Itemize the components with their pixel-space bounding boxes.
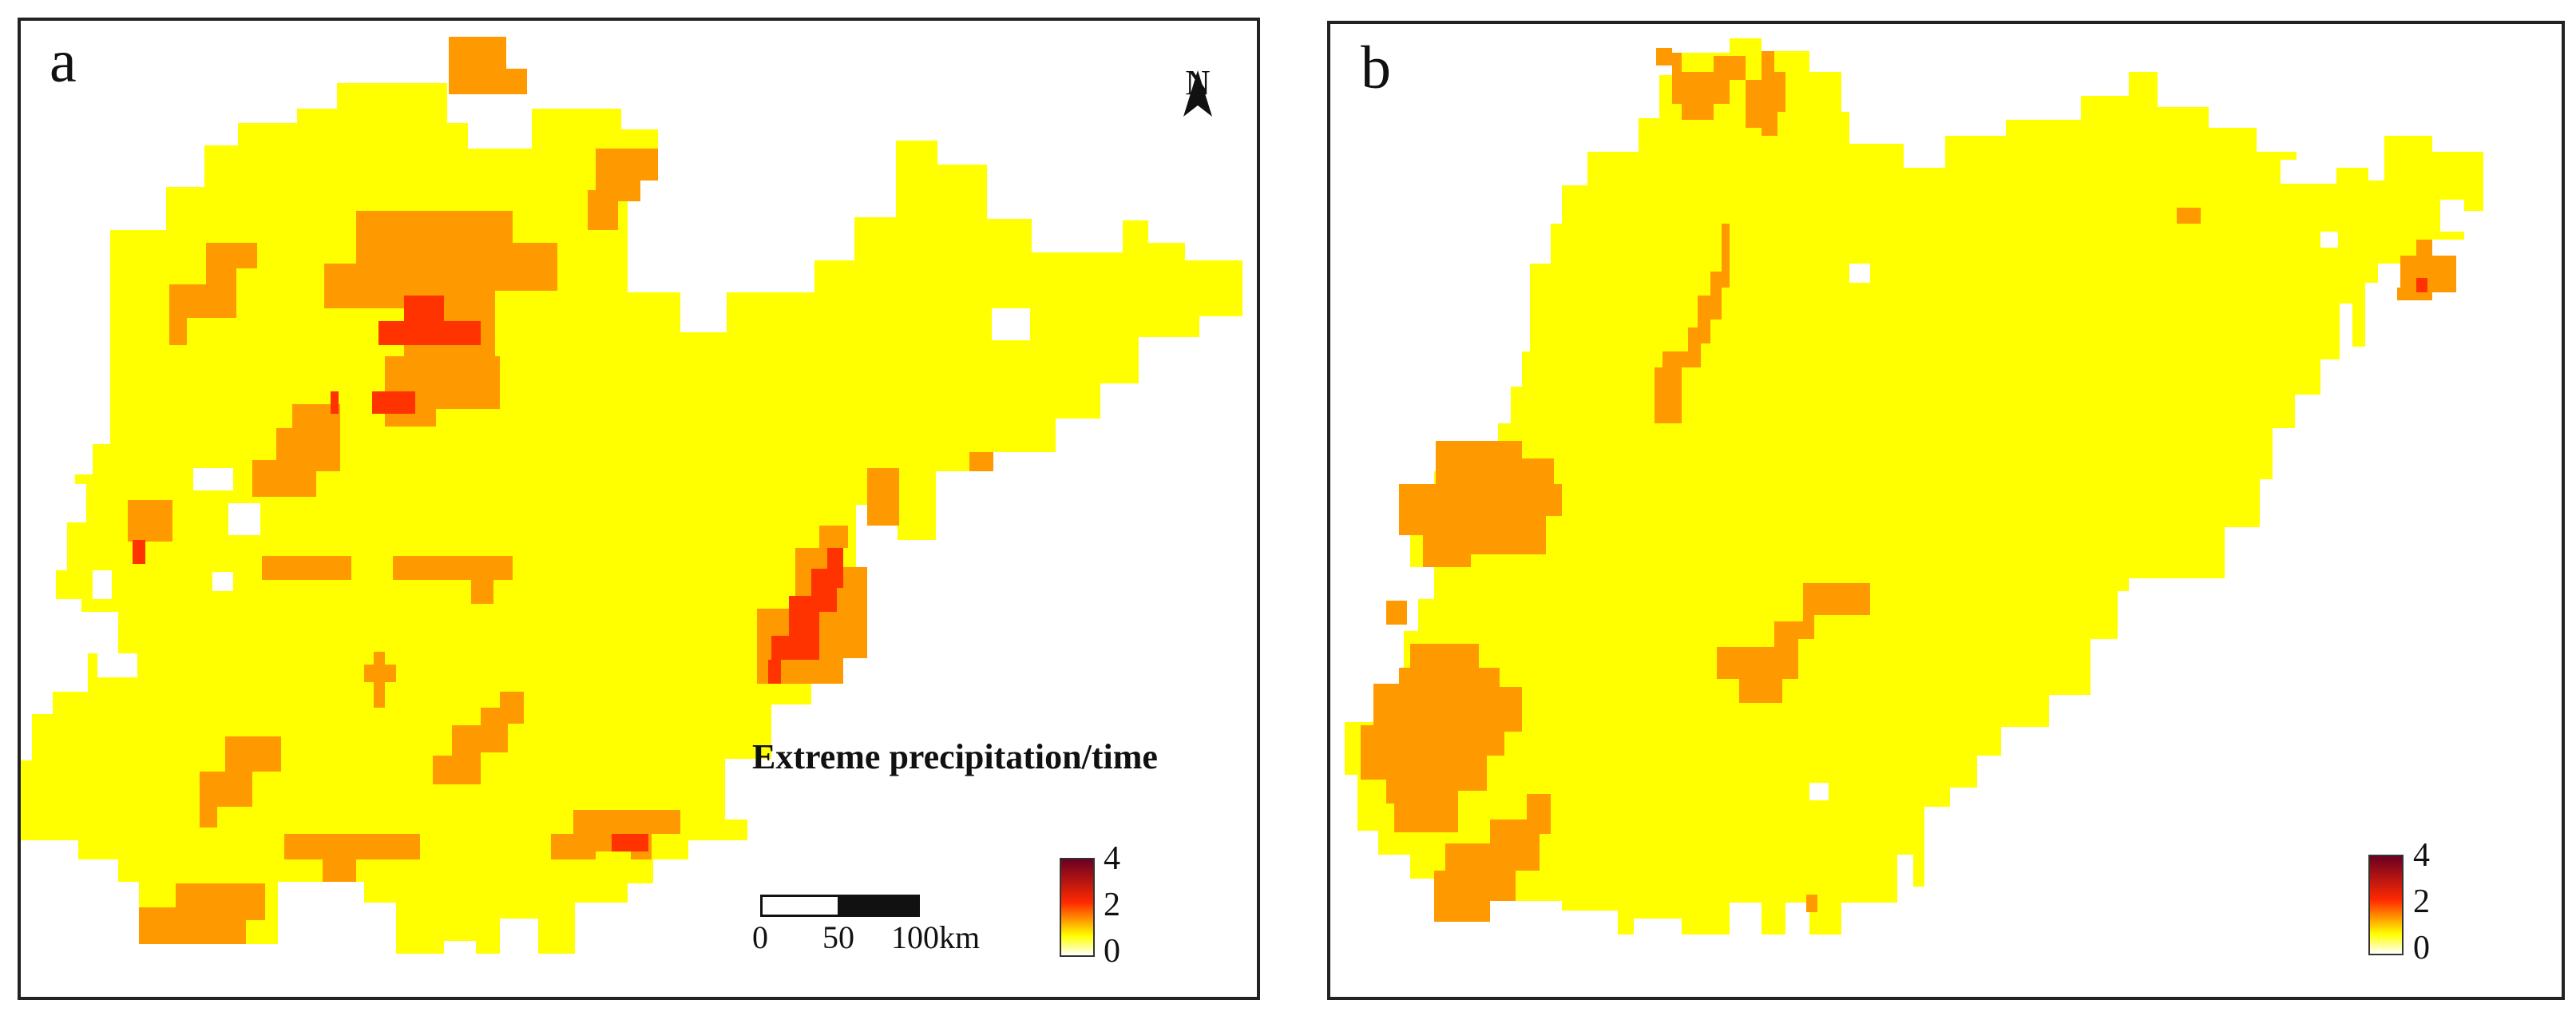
class-1-cell (284, 834, 420, 882)
class-2-cell (768, 660, 781, 684)
region-hole (931, 540, 947, 556)
class-1-cell (1717, 583, 1870, 703)
legend-tick-min: 0 (1104, 933, 1120, 970)
region-hole (228, 503, 260, 535)
panel-label: a (50, 28, 77, 95)
region-hole (992, 308, 1030, 340)
map-panel-a: a N Extreme precipitation/time 4 2 0 0 5… (18, 18, 1260, 1000)
class-2-cell (372, 391, 415, 414)
class-1-cell (1806, 895, 1817, 912)
class-1-cell (867, 468, 899, 526)
class-1-cell (374, 652, 385, 708)
region-hole (1809, 783, 1829, 800)
region-hole (193, 468, 233, 490)
class-1-cell (449, 37, 527, 94)
scale-tick-50: 50 (822, 919, 854, 955)
class-1-cell (1386, 601, 1407, 625)
class-2-cell (771, 548, 843, 660)
region-hole (1570, 101, 1586, 136)
legend-title: Extreme precipitation/time (752, 737, 1158, 776)
class-1-cell (128, 500, 172, 542)
precipitation-map-a (21, 37, 1242, 954)
class-2-cell (612, 834, 648, 851)
region-fill (1345, 38, 2483, 935)
class-1-cell (252, 404, 340, 497)
legend-tick-mid: 2 (1104, 887, 1120, 923)
region-hole (93, 570, 112, 599)
region-hole (1048, 580, 1064, 604)
north-arrow: N (1174, 65, 1222, 117)
class-1-cell (169, 243, 257, 345)
province-region-b (1345, 38, 2483, 935)
scale-bar (760, 895, 920, 917)
panel-label: b (1361, 34, 1391, 101)
region-hole (2281, 160, 2297, 184)
class-1-cell (262, 556, 351, 580)
class-1-cell (1655, 224, 1730, 423)
class-1-cell (2177, 208, 2201, 224)
legend-color-ramp (2368, 855, 2404, 955)
scale-tick-0: 0 (752, 919, 768, 955)
scale-unit: km (939, 919, 981, 955)
class-1-cell (139, 883, 265, 944)
legend-tick-min: 0 (2413, 930, 2430, 966)
class-1-cells-b (1361, 48, 2456, 922)
class-1-cell (1656, 48, 1672, 65)
region-hole (2320, 232, 2338, 248)
class-2-cells-a (133, 296, 843, 851)
class-2-cell (331, 391, 339, 414)
class-1-cell (1672, 53, 1746, 120)
class-1-cell (1746, 112, 1762, 128)
class-1-cell (551, 834, 596, 859)
region-hole (1594, 120, 1605, 147)
class-1-cell (588, 149, 658, 230)
precipitation-map-b (1345, 38, 2483, 935)
class-1-cell (1361, 644, 1522, 832)
class-1-cell (969, 452, 993, 471)
class-1-cell (1399, 441, 1562, 567)
class-2-cell (378, 296, 481, 345)
region-hole (1849, 264, 1870, 283)
scale-segment-black (838, 895, 920, 917)
region-hole (97, 653, 137, 677)
map-panel-b: b 4 2 0 (1327, 21, 2565, 1000)
north-arrow-icon (1183, 70, 1212, 117)
legend-color-ramp (1060, 858, 1095, 957)
class-1-cell (393, 556, 513, 604)
class-2-cell (133, 540, 145, 564)
legend-tick-max: 4 (2413, 837, 2430, 874)
scale-tick-100: 100 (891, 919, 939, 955)
class-2-cell (2416, 278, 2427, 292)
class-1-cell (1746, 51, 1785, 136)
scale-segment-white (760, 895, 840, 917)
class-2-cells-b (2416, 278, 2427, 292)
class-1-cell (200, 736, 281, 828)
region-hole (212, 572, 233, 591)
class-1-cell (1434, 794, 1551, 922)
legend-tick-mid: 2 (2413, 883, 2430, 920)
class-1-cell (433, 692, 524, 784)
region-hole (2440, 200, 2464, 232)
legend-tick-max: 4 (1104, 840, 1120, 877)
